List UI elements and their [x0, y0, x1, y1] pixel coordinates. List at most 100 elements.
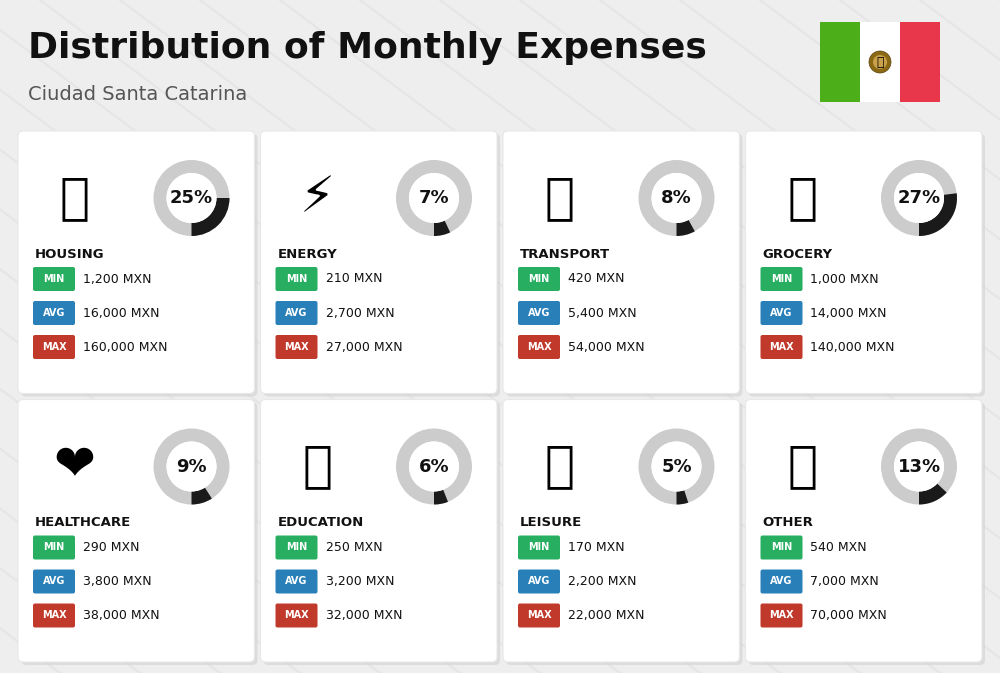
- FancyBboxPatch shape: [761, 267, 802, 291]
- FancyBboxPatch shape: [761, 569, 802, 594]
- Text: AVG: AVG: [285, 308, 308, 318]
- FancyBboxPatch shape: [264, 402, 500, 665]
- FancyBboxPatch shape: [33, 569, 75, 594]
- Text: 420 MXN: 420 MXN: [568, 273, 624, 285]
- FancyBboxPatch shape: [518, 536, 560, 559]
- Text: MIN: MIN: [771, 542, 792, 553]
- Text: 25%: 25%: [170, 189, 213, 207]
- FancyBboxPatch shape: [33, 604, 75, 627]
- FancyBboxPatch shape: [761, 301, 802, 325]
- Text: 32,000 MXN: 32,000 MXN: [326, 609, 402, 622]
- Text: 27,000 MXN: 27,000 MXN: [326, 341, 402, 353]
- Text: 1,000 MXN: 1,000 MXN: [810, 273, 879, 285]
- FancyBboxPatch shape: [518, 335, 560, 359]
- Text: 9%: 9%: [176, 458, 207, 476]
- FancyBboxPatch shape: [33, 536, 75, 559]
- Text: Distribution of Monthly Expenses: Distribution of Monthly Expenses: [28, 31, 707, 65]
- Text: HEALTHCARE: HEALTHCARE: [35, 516, 131, 529]
- Text: 🎓: 🎓: [302, 443, 332, 491]
- Text: 3,800 MXN: 3,800 MXN: [83, 575, 152, 588]
- Wedge shape: [676, 220, 695, 236]
- Text: 6%: 6%: [419, 458, 449, 476]
- FancyBboxPatch shape: [761, 335, 802, 359]
- Text: OTHER: OTHER: [763, 516, 813, 529]
- FancyBboxPatch shape: [18, 131, 254, 394]
- Text: 7,000 MXN: 7,000 MXN: [810, 575, 879, 588]
- Wedge shape: [396, 160, 472, 236]
- Text: AVG: AVG: [528, 577, 550, 586]
- Wedge shape: [639, 429, 714, 505]
- Text: 290 MXN: 290 MXN: [83, 541, 140, 554]
- FancyBboxPatch shape: [276, 301, 318, 325]
- Wedge shape: [192, 488, 212, 505]
- Text: EDUCATION: EDUCATION: [278, 516, 364, 529]
- Bar: [900, 22, 940, 102]
- Text: 3,200 MXN: 3,200 MXN: [326, 575, 394, 588]
- FancyBboxPatch shape: [503, 131, 740, 394]
- Text: 8%: 8%: [661, 189, 692, 207]
- Text: AVG: AVG: [770, 308, 793, 318]
- FancyBboxPatch shape: [18, 400, 254, 662]
- Text: MIN: MIN: [43, 274, 65, 284]
- Text: MIN: MIN: [528, 274, 550, 284]
- Circle shape: [894, 441, 944, 491]
- FancyBboxPatch shape: [506, 402, 742, 665]
- FancyBboxPatch shape: [21, 134, 258, 396]
- FancyBboxPatch shape: [748, 402, 985, 665]
- Text: 250 MXN: 250 MXN: [326, 541, 382, 554]
- Text: MIN: MIN: [771, 274, 792, 284]
- Text: 160,000 MXN: 160,000 MXN: [83, 341, 168, 353]
- Wedge shape: [919, 484, 947, 505]
- Wedge shape: [919, 193, 957, 236]
- FancyBboxPatch shape: [761, 604, 802, 627]
- Text: AVG: AVG: [43, 577, 65, 586]
- Circle shape: [894, 173, 944, 223]
- Wedge shape: [676, 490, 688, 505]
- FancyBboxPatch shape: [506, 134, 742, 396]
- Wedge shape: [396, 429, 472, 505]
- Bar: [820, 22, 860, 102]
- Text: HOUSING: HOUSING: [35, 248, 105, 260]
- Text: MAX: MAX: [769, 610, 794, 621]
- Circle shape: [652, 173, 702, 223]
- Text: MAX: MAX: [42, 610, 66, 621]
- Text: 70,000 MXN: 70,000 MXN: [810, 609, 887, 622]
- Text: ❤️: ❤️: [54, 443, 96, 491]
- Text: 🛍️: 🛍️: [545, 443, 575, 491]
- Circle shape: [166, 441, 216, 491]
- Text: 2,200 MXN: 2,200 MXN: [568, 575, 637, 588]
- Text: Ciudad Santa Catarina: Ciudad Santa Catarina: [28, 85, 247, 104]
- Text: 💰: 💰: [788, 443, 818, 491]
- Text: 27%: 27%: [897, 189, 941, 207]
- FancyBboxPatch shape: [503, 400, 740, 662]
- Text: 14,000 MXN: 14,000 MXN: [810, 306, 887, 320]
- Circle shape: [409, 173, 459, 223]
- Text: MAX: MAX: [527, 342, 551, 352]
- FancyBboxPatch shape: [264, 134, 500, 396]
- Text: 540 MXN: 540 MXN: [810, 541, 867, 554]
- Text: ⚡: ⚡: [300, 174, 335, 222]
- Text: 13%: 13%: [897, 458, 941, 476]
- FancyBboxPatch shape: [21, 402, 258, 665]
- Text: AVG: AVG: [43, 308, 65, 318]
- Text: GROCERY: GROCERY: [763, 248, 833, 260]
- Wedge shape: [434, 221, 450, 236]
- Text: MIN: MIN: [286, 542, 307, 553]
- Text: MAX: MAX: [42, 342, 66, 352]
- Bar: [860, 22, 900, 102]
- FancyBboxPatch shape: [276, 536, 318, 559]
- Text: 210 MXN: 210 MXN: [326, 273, 382, 285]
- Text: 22,000 MXN: 22,000 MXN: [568, 609, 644, 622]
- Text: TRANSPORT: TRANSPORT: [520, 248, 610, 260]
- Text: LEISURE: LEISURE: [520, 516, 582, 529]
- FancyBboxPatch shape: [260, 400, 497, 662]
- Text: MAX: MAX: [284, 610, 309, 621]
- Wedge shape: [881, 160, 957, 236]
- FancyBboxPatch shape: [746, 131, 982, 394]
- Text: 2,700 MXN: 2,700 MXN: [326, 306, 394, 320]
- FancyBboxPatch shape: [761, 536, 802, 559]
- Text: 16,000 MXN: 16,000 MXN: [83, 306, 160, 320]
- Text: AVG: AVG: [528, 308, 550, 318]
- Text: 7%: 7%: [419, 189, 449, 207]
- Text: MAX: MAX: [284, 342, 309, 352]
